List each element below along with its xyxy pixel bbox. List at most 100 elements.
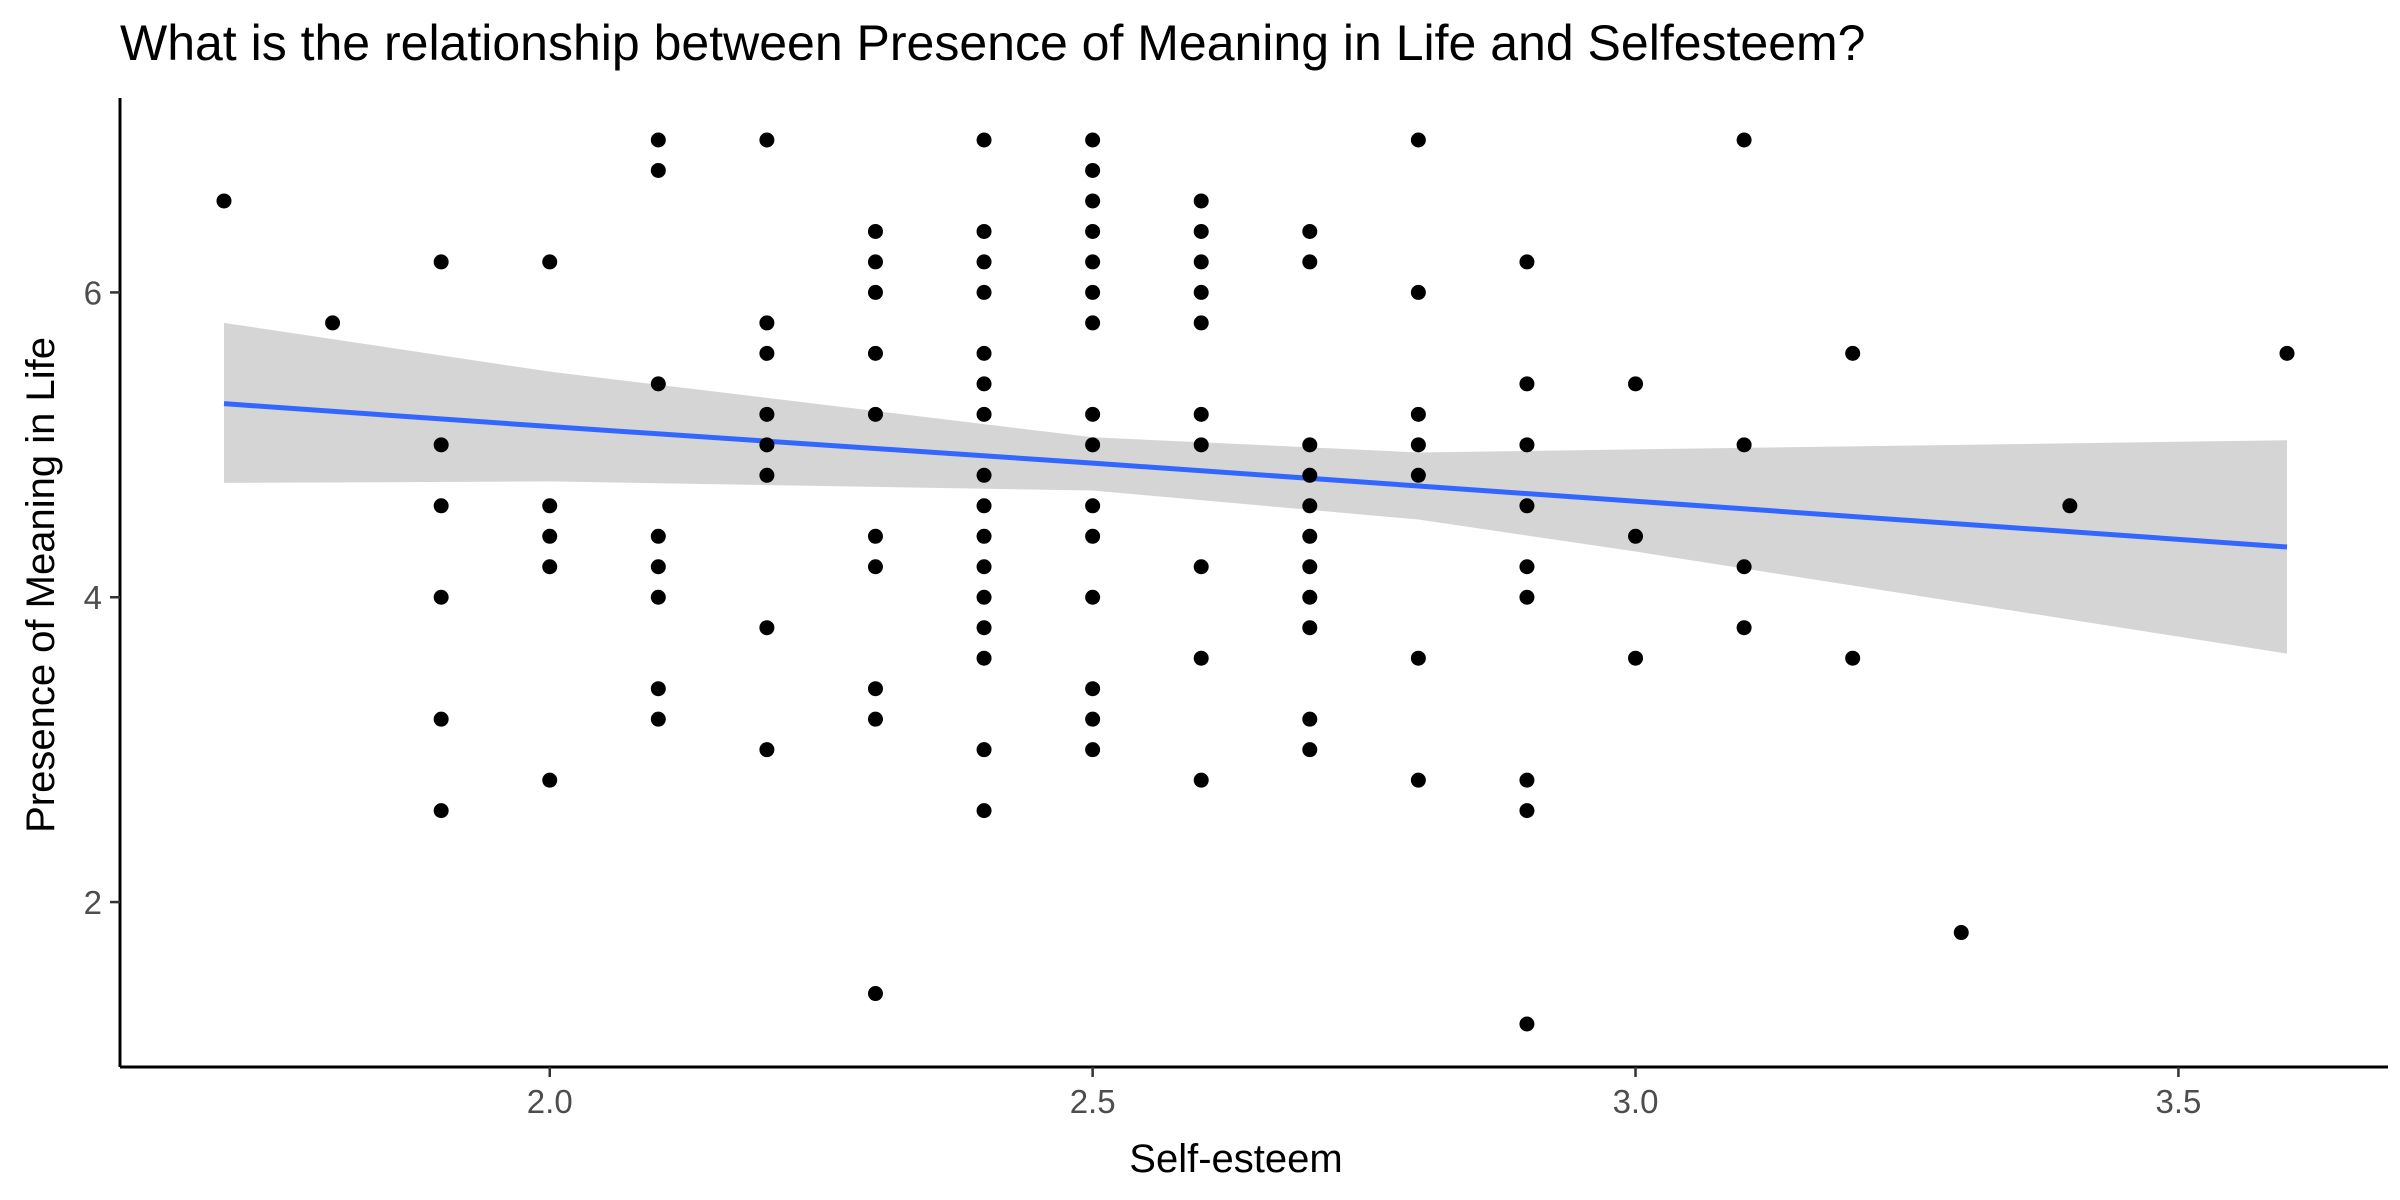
data-point xyxy=(759,437,775,453)
data-point xyxy=(650,681,666,697)
trend-line xyxy=(223,401,2288,550)
data-point xyxy=(1193,559,1209,575)
data-point xyxy=(1410,437,1426,453)
data-point xyxy=(216,193,232,209)
data-point xyxy=(976,589,992,605)
data-point xyxy=(1193,406,1209,422)
data-point xyxy=(1085,254,1101,270)
data-point xyxy=(976,376,992,392)
data-point xyxy=(867,345,883,361)
data-point xyxy=(1193,315,1209,331)
data-point xyxy=(1302,559,1318,575)
y-axis-title: Presence of Meaning in Life xyxy=(19,337,63,833)
x-axis-title: Self-esteem xyxy=(1129,1137,1342,1181)
data-point xyxy=(1085,223,1101,239)
data-point xyxy=(976,498,992,514)
data-point xyxy=(976,345,992,361)
data-point xyxy=(1085,589,1101,605)
data-point xyxy=(1410,650,1426,666)
data-point xyxy=(1085,315,1101,331)
y-tick-label: 6 xyxy=(84,274,102,311)
data-point xyxy=(1845,345,1861,361)
data-point xyxy=(1519,589,1535,605)
data-point xyxy=(759,315,775,331)
data-point xyxy=(759,467,775,483)
data-point xyxy=(976,223,992,239)
data-point xyxy=(1519,498,1535,514)
data-point xyxy=(1085,162,1101,178)
points-layer xyxy=(216,132,2295,1032)
data-point xyxy=(650,528,666,544)
data-point xyxy=(1193,223,1209,239)
data-point xyxy=(976,284,992,300)
data-point xyxy=(1410,772,1426,788)
data-point xyxy=(1519,376,1535,392)
data-point xyxy=(976,620,992,636)
data-point xyxy=(867,711,883,727)
data-point xyxy=(1193,650,1209,666)
data-point xyxy=(976,132,992,148)
data-point xyxy=(1628,650,1644,666)
data-point xyxy=(433,498,449,514)
data-point xyxy=(1302,528,1318,544)
data-point xyxy=(867,986,883,1002)
data-point xyxy=(1085,406,1101,422)
y-ticks-layer: 2 4 6 xyxy=(84,274,120,921)
data-point xyxy=(1953,925,1969,941)
data-point xyxy=(1410,132,1426,148)
data-point xyxy=(1628,528,1644,544)
data-point xyxy=(867,254,883,270)
data-point xyxy=(1302,467,1318,483)
chart-title: What is the relationship between Presenc… xyxy=(120,15,1866,71)
data-point xyxy=(1193,437,1209,453)
y-tick-label: 2 xyxy=(84,884,102,921)
data-point xyxy=(1085,193,1101,209)
data-point xyxy=(1085,498,1101,514)
data-point xyxy=(1302,437,1318,453)
data-point xyxy=(1085,284,1101,300)
data-point xyxy=(1519,437,1535,453)
data-point xyxy=(1302,498,1318,514)
data-point xyxy=(650,589,666,605)
data-point xyxy=(433,711,449,727)
data-point xyxy=(1085,742,1101,758)
data-point xyxy=(650,376,666,392)
data-point xyxy=(1085,528,1101,544)
data-point xyxy=(976,254,992,270)
data-point xyxy=(1519,772,1535,788)
data-point xyxy=(542,528,558,544)
data-point xyxy=(1410,284,1426,300)
data-point xyxy=(1845,650,1861,666)
data-point xyxy=(1193,254,1209,270)
x-ticks-layer: 2.0 2.5 3.0 3.5 xyxy=(527,1067,2201,1120)
y-tick-label: 4 xyxy=(84,579,102,616)
data-point xyxy=(542,772,558,788)
data-point xyxy=(542,498,558,514)
axes-layer xyxy=(118,98,2388,1069)
data-point xyxy=(1302,254,1318,270)
data-point xyxy=(759,406,775,422)
confidence-band xyxy=(224,322,2287,654)
data-point xyxy=(433,437,449,453)
data-point xyxy=(433,254,449,270)
data-point xyxy=(867,284,883,300)
data-point xyxy=(1302,711,1318,727)
data-point xyxy=(867,223,883,239)
data-point xyxy=(2279,345,2295,361)
data-point xyxy=(325,315,341,331)
data-point xyxy=(1085,437,1101,453)
data-point xyxy=(976,742,992,758)
data-point xyxy=(976,559,992,575)
data-point xyxy=(867,528,883,544)
data-point xyxy=(1302,223,1318,239)
data-point xyxy=(1736,437,1752,453)
data-point xyxy=(759,132,775,148)
data-point xyxy=(1085,132,1101,148)
x-tick-label: 3.0 xyxy=(1613,1083,1659,1120)
data-point xyxy=(976,803,992,819)
data-point xyxy=(1736,559,1752,575)
data-point xyxy=(1302,589,1318,605)
data-point xyxy=(1410,467,1426,483)
data-point xyxy=(759,620,775,636)
data-point xyxy=(976,650,992,666)
